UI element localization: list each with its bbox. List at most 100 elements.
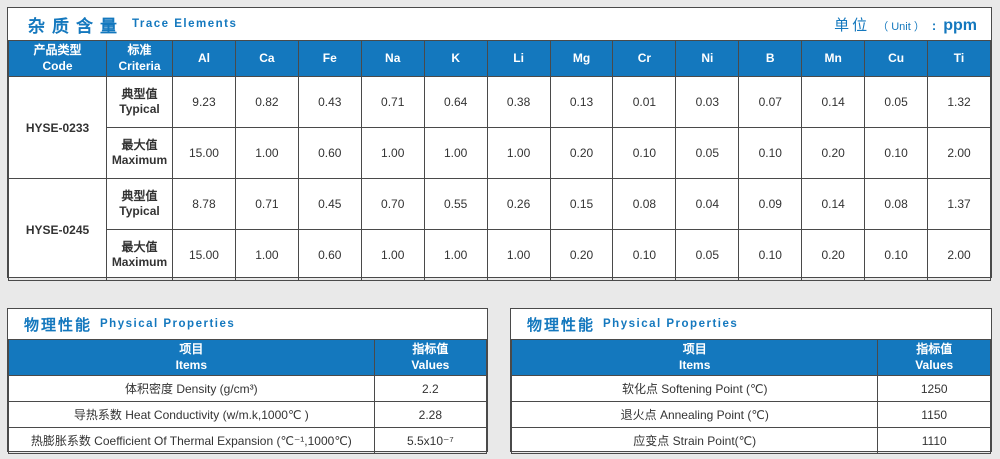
physical-right-header-row: 项目 Items 指标值 Values: [510, 338, 991, 377]
criteria-typical-zh: 典型值: [121, 86, 158, 101]
value-cell: 1.00: [423, 127, 488, 180]
criteria-cell-maximum: 最大值 Maximum: [106, 229, 173, 282]
value-cell: 1.37: [927, 178, 991, 231]
value-cell: 0.14: [801, 76, 866, 129]
value-cell: 1.00: [234, 229, 299, 282]
physical-right-title-en: Physical Properties: [603, 318, 739, 330]
value-cell: 15.00: [172, 127, 236, 180]
header-items-en: Items: [679, 357, 711, 372]
header-items-zh: 项目: [179, 342, 204, 356]
trace-title-en: Trace Elements: [132, 18, 238, 30]
unit-colon: :: [931, 17, 937, 33]
physical-right-table: 项目 Items 指标值 Values 软化点 Softening Point …: [510, 338, 991, 455]
criteria-cell-maximum: 最大值 Maximum: [106, 127, 173, 180]
trace-elements-panel: 杂质含量 Trace Elements 单位 （ Unit ） : ppm 产品…: [7, 7, 992, 282]
header-product-zh: 产品类型: [33, 43, 82, 57]
trace-header-row: 产品类型 Code 标准 Criteria Al Ca Fe Na K Li M…: [8, 39, 991, 78]
value-cell: 2.28: [373, 401, 488, 429]
value-cell: 0.10: [612, 127, 677, 180]
physical-left-table: 项目 Items 指标值 Values 体积密度 Density (g/cm³)…: [8, 338, 488, 455]
value-cell: 0.45: [297, 178, 362, 231]
physical-left-header-row: 项目 Items 指标值 Values: [8, 338, 488, 377]
table-row-0245-typical: HYSE-0245 典型值 Typical 8.78 0.71 0.45 0.7…: [8, 178, 991, 282]
value-cell: 0.04: [675, 178, 740, 231]
physical-properties-right-panel: 物理性能 Physical Properties 项目 Items 指标值 Va…: [510, 308, 992, 455]
header-items: 项目 Items: [8, 338, 375, 377]
value-cell: 0.13: [549, 76, 614, 129]
table-row-density: 体积密度 Density (g/cm³) 2.2: [8, 375, 488, 403]
header-element-ti: Ti: [927, 39, 991, 78]
value-cell: 0.05: [675, 127, 740, 180]
value-cell: 0.15: [549, 178, 614, 231]
value-cell: 0.08: [612, 178, 677, 231]
value-cell: 0.05: [864, 76, 929, 129]
value-cell: 0.10: [864, 127, 929, 180]
value-cell: 0.20: [801, 229, 866, 282]
header-element-al: Al: [172, 39, 236, 78]
header-element-na: Na: [360, 39, 425, 78]
value-cell: 2.00: [927, 229, 991, 282]
criteria-typical-zh: 典型值: [121, 188, 158, 203]
unit-label-zh: 单位: [834, 16, 871, 34]
header-items-zh: 项目: [682, 342, 707, 356]
physical-left-title-zh: 物理性能: [24, 316, 93, 334]
product-code-cell: HYSE-0233: [8, 76, 107, 180]
value-cell: 8.78: [172, 178, 236, 231]
physical-right-title-zh: 物理性能: [527, 316, 596, 334]
value-cell: 1110: [877, 427, 991, 455]
item-cell: 退火点 Annealing Point (℃): [510, 401, 879, 429]
table-row-thermal-expansion: 热膨胀系数 Coefficient Of Thermal Expansion (…: [8, 427, 488, 455]
table-row-strain-point: 应变点 Strain Point(℃) 1110: [510, 427, 991, 455]
criteria-cell-typical: 典型值 Typical: [106, 178, 173, 231]
header-element-k: K: [423, 39, 488, 78]
criteria-maximum-en: Maximum: [111, 255, 168, 270]
trace-title-zh: 杂质含量: [28, 16, 124, 36]
value-cell: 1.00: [486, 229, 551, 282]
item-cell: 热膨胀系数 Coefficient Of Thermal Expansion (…: [8, 427, 375, 455]
value-cell: 0.10: [612, 229, 677, 282]
value-cell: 0.10: [738, 127, 803, 180]
header-element-ca: Ca: [234, 39, 299, 78]
physical-left-title-en: Physical Properties: [100, 318, 236, 330]
value-cell: 0.38: [486, 76, 551, 129]
header-values-zh: 指标值: [916, 342, 953, 356]
criteria-cell-typical: 典型值 Typical: [106, 76, 173, 129]
header-values-en: Values: [411, 357, 450, 372]
header-product-en: Code: [42, 58, 73, 73]
header-values: 指标值 Values: [877, 338, 991, 377]
product-code-cell: HYSE-0245: [8, 178, 107, 282]
value-cell: 0.10: [738, 229, 803, 282]
value-cell: 0.07: [738, 76, 803, 129]
value-cell: 0.20: [801, 127, 866, 180]
header-element-fe: Fe: [297, 39, 362, 78]
table-row-0233-maximum: 最大值 Maximum 15.00 1.00 0.60 1.00 1.00 1.…: [9, 127, 991, 180]
item-cell: 体积密度 Density (g/cm³): [8, 375, 375, 403]
value-cell: 0.82: [234, 76, 299, 129]
value-cell: 0.71: [234, 178, 299, 231]
value-cell: 0.60: [297, 229, 362, 282]
value-cell: 1250: [877, 375, 991, 403]
value-cell: 0.10: [864, 229, 929, 282]
value-cell: 0.05: [675, 229, 740, 282]
value-cell: 0.14: [801, 178, 866, 231]
trace-elements-titlebar: 杂质含量 Trace Elements 单位 （ Unit ） : ppm: [8, 8, 991, 40]
criteria-typical-en: Typical: [119, 102, 160, 117]
value-cell: 0.26: [486, 178, 551, 231]
header-values: 指标值 Values: [373, 338, 488, 377]
value-cell: 1.00: [486, 127, 551, 180]
header-element-cu: Cu: [864, 39, 929, 78]
unit-value: ppm: [943, 16, 977, 34]
header-product-code: 产品类型 Code: [8, 39, 107, 78]
physical-right-titlebar: 物理性能 Physical Properties: [511, 309, 991, 339]
item-cell: 软化点 Softening Point (℃): [510, 375, 879, 403]
value-cell: 2.2: [373, 375, 488, 403]
header-values-zh: 指标值: [412, 342, 449, 356]
header-element-cr: Cr: [612, 39, 677, 78]
value-cell: 0.09: [738, 178, 803, 231]
trace-elements-table: 产品类型 Code 标准 Criteria Al Ca Fe Na K Li M…: [8, 39, 991, 282]
item-cell: 应变点 Strain Point(℃): [510, 427, 879, 455]
value-cell: 0.64: [423, 76, 488, 129]
value-cell: 0.01: [612, 76, 677, 129]
value-cell: 1.00: [360, 127, 425, 180]
physical-properties-left-panel: 物理性能 Physical Properties 项目 Items 指标值 Va…: [7, 308, 488, 455]
